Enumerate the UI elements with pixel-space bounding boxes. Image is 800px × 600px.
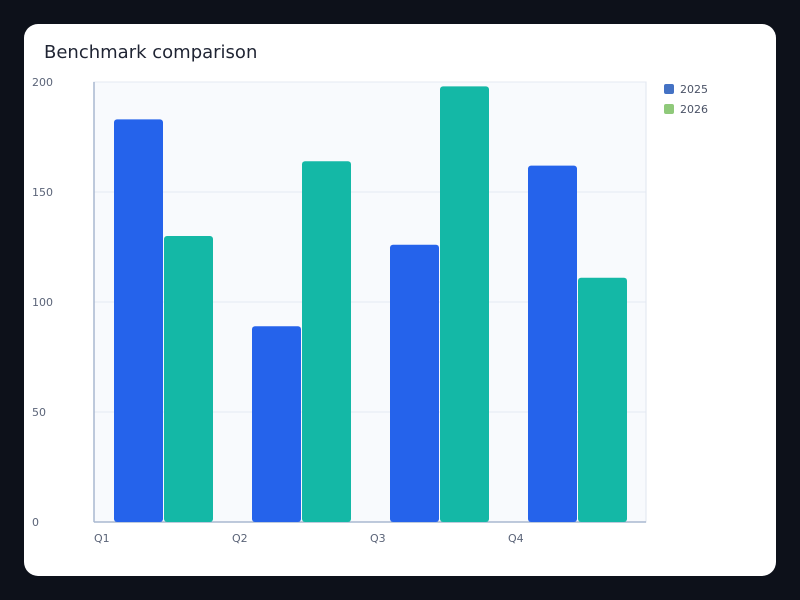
legend-swatch-2025	[664, 84, 674, 94]
x-tick-label-Q4: Q4	[508, 532, 524, 545]
y-tick-label-0: 0	[32, 516, 39, 529]
chart-title: Benchmark comparison	[44, 42, 258, 63]
x-tick-label-Q2: Q2	[232, 532, 248, 545]
bar-2026-Q4	[578, 277, 627, 522]
bar-2025-Q2	[252, 326, 301, 522]
legend-swatch-2026	[664, 104, 674, 114]
bar-2026-Q2	[302, 161, 351, 522]
y-tick-label-100: 100	[32, 296, 53, 309]
x-tick-label-Q1: Q1	[94, 532, 110, 545]
y-tick-label-200: 200	[32, 76, 53, 89]
chart-card: Benchmark comparison 0 50 100 150 200 Q1 Q2 Q3 Q…	[24, 24, 776, 576]
bar-2026-Q3	[440, 86, 489, 523]
bar-2025-Q1	[114, 119, 163, 523]
bar-2025-Q3	[390, 244, 439, 523]
y-tick-label-150: 150	[32, 186, 53, 199]
legend-label-2026: 2026	[680, 103, 708, 116]
legend-label-2025: 2025	[680, 83, 708, 96]
bar-2026-Q1	[164, 236, 213, 522]
y-tick-label-50: 50	[32, 406, 46, 419]
x-tick-label-Q3: Q3	[370, 532, 386, 545]
bar-chart: 0 50 100 150 200 Q1 Q2 Q3 Q4 2025 2026	[32, 76, 708, 545]
bar-2025-Q4	[528, 165, 577, 522]
